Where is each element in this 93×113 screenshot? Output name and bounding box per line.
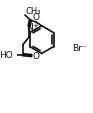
Text: +: + [32,23,38,29]
Text: O: O [32,52,39,61]
Text: O: O [33,13,40,22]
Text: CH₃: CH₃ [25,7,41,15]
Text: Br⁻: Br⁻ [73,44,87,53]
Text: HO: HO [0,51,13,60]
Text: N: N [26,22,33,31]
